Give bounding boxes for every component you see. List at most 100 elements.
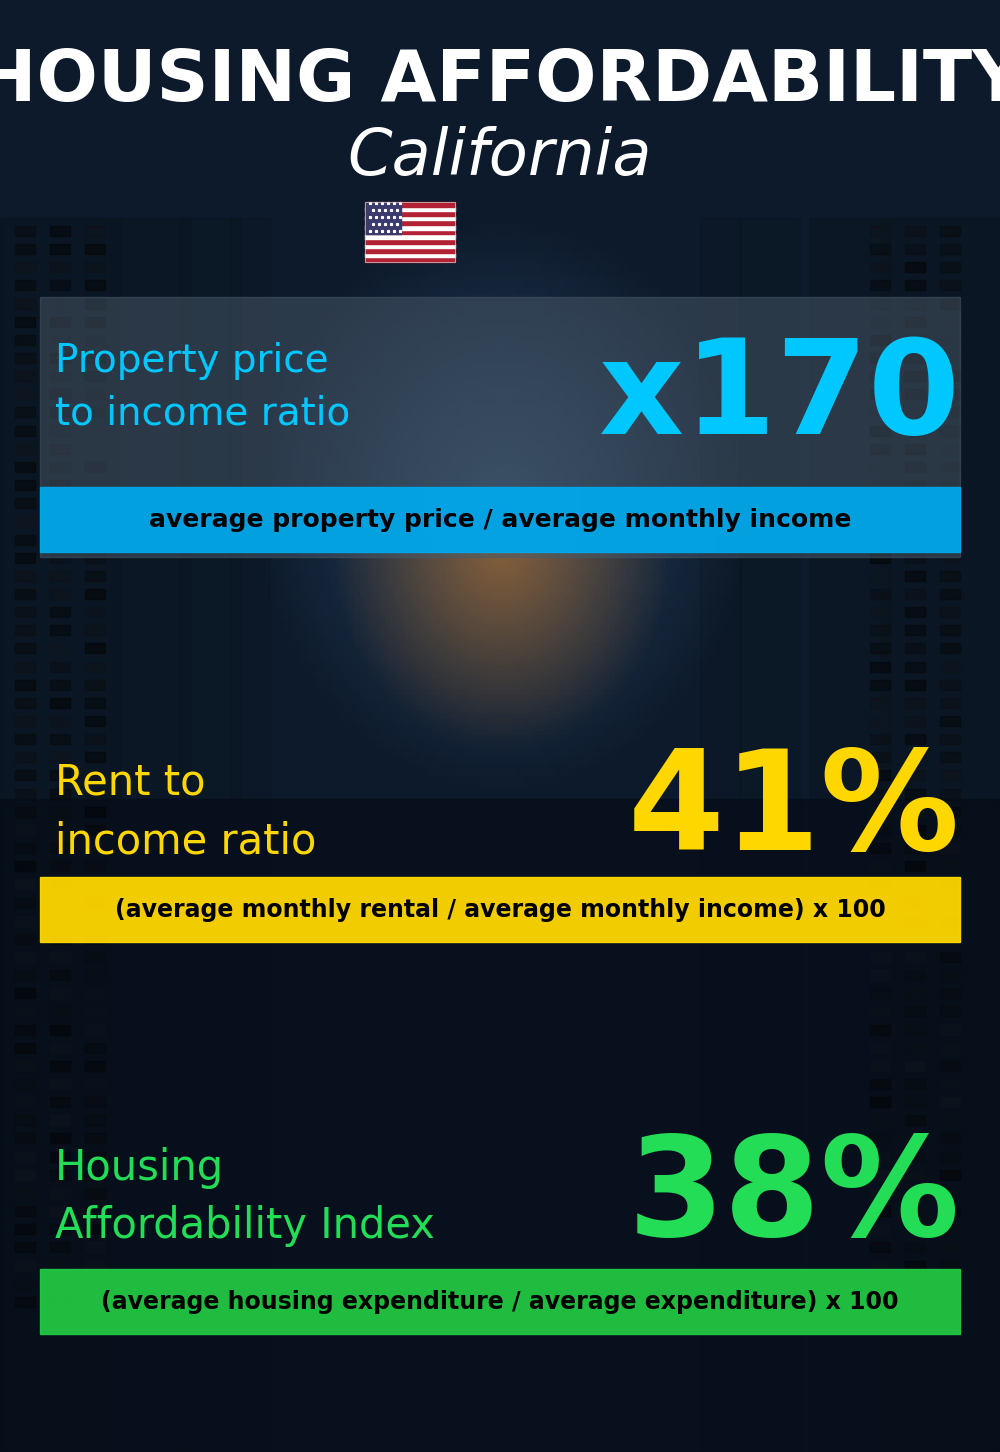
Bar [15,299,35,309]
Bar [85,880,105,889]
Bar [905,462,925,472]
Bar [50,680,70,690]
Bar [50,335,70,346]
Bar [50,735,70,743]
Text: (average housing expenditure / average expenditure) x 100: (average housing expenditure / average e… [101,1289,899,1314]
Bar [905,735,925,743]
Bar [85,498,105,508]
Bar [50,553,70,562]
Bar [50,517,70,527]
Bar [50,916,70,926]
Bar [940,897,960,908]
Bar [365,229,455,234]
Bar [15,953,35,963]
Bar [15,989,35,999]
Bar [905,389,925,399]
Bar [870,571,890,581]
Bar [85,517,105,527]
Bar [940,807,960,816]
Bar [85,534,105,544]
Bar [905,571,925,581]
Bar [15,788,35,799]
Bar [85,1079,105,1089]
Bar [905,372,925,382]
Bar [700,218,740,1452]
Bar [870,861,890,871]
Bar [365,202,455,206]
Bar [85,844,105,854]
Bar [905,498,925,508]
Bar [870,425,890,436]
Bar [940,1297,960,1307]
Bar [50,498,70,508]
Bar [15,244,35,254]
Bar [870,498,890,508]
Bar [50,844,70,854]
Bar [365,202,401,234]
Bar [50,444,70,453]
Bar [85,825,105,835]
Bar [85,1006,105,1016]
Bar [85,788,105,799]
Bar [880,218,1000,1452]
Bar [15,534,35,544]
Bar [85,916,105,926]
Bar [940,934,960,944]
Bar [905,299,925,309]
Bar [50,244,70,254]
Bar [85,280,105,290]
Bar [85,861,105,871]
Bar [15,662,35,671]
Bar [940,752,960,762]
Bar [365,248,455,253]
Bar [870,1224,890,1234]
Bar [940,425,960,436]
Bar [15,553,35,562]
Bar [905,335,925,346]
Text: 38%: 38% [628,1130,960,1265]
Bar [50,372,70,382]
Bar [870,353,890,363]
Bar [85,1224,105,1234]
Bar [40,298,960,558]
Bar [940,771,960,781]
Bar [85,716,105,726]
Bar [50,534,70,544]
Bar [905,934,925,944]
Bar [940,788,960,799]
Bar [15,444,35,453]
Bar [85,735,105,743]
Bar [15,1079,35,1089]
Bar [940,481,960,491]
Bar [940,680,960,690]
Bar [870,227,890,235]
Bar [180,218,240,1452]
Bar [940,353,960,363]
Bar [85,389,105,399]
Bar [940,389,960,399]
Bar [85,353,105,363]
Bar [940,825,960,835]
Bar [905,444,925,453]
Bar [50,353,70,363]
Bar [50,1134,70,1144]
Bar [85,425,105,436]
Bar [50,1279,70,1289]
Bar [940,462,960,472]
Bar [50,280,70,290]
Bar [870,299,890,309]
Bar [870,698,890,709]
Bar [15,408,35,418]
Bar [940,1134,960,1144]
Bar [85,1098,105,1106]
Bar [50,626,70,636]
Bar [870,1098,890,1106]
Bar [50,662,70,671]
Bar [905,517,925,527]
Bar [870,1279,890,1289]
Bar [85,444,105,453]
Bar [15,372,35,382]
Bar [940,607,960,617]
Bar [85,989,105,999]
Bar [940,498,960,508]
